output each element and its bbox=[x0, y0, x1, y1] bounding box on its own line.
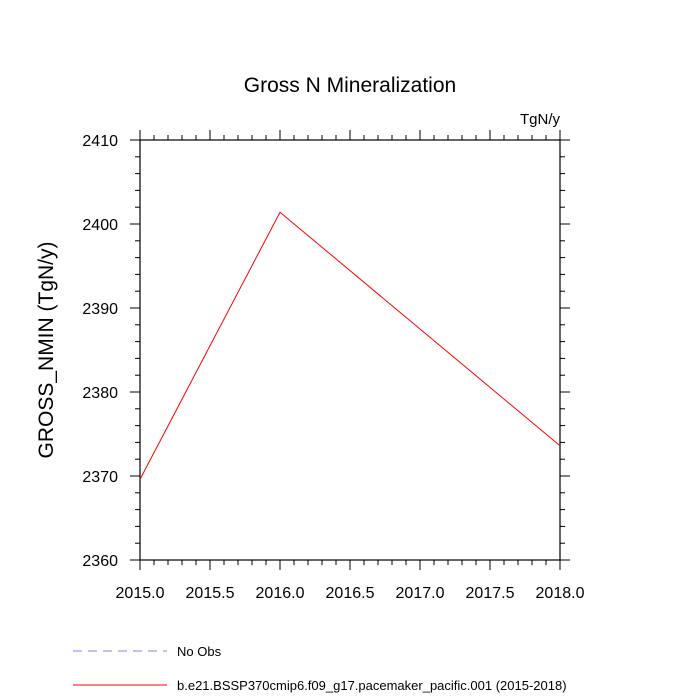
x-tick-label: 2015.0 bbox=[116, 585, 165, 602]
y-tick-label: 2400 bbox=[82, 217, 118, 234]
x-tick-label: 2016.0 bbox=[256, 585, 305, 602]
plot-frame bbox=[139, 139, 561, 561]
x-tick-label: 2017.0 bbox=[396, 585, 445, 602]
x-tick-label: 2016.5 bbox=[326, 585, 375, 602]
y-tick-label: 2370 bbox=[82, 469, 118, 486]
x-tick-label: 2017.5 bbox=[466, 585, 515, 602]
y-tick-label: 2410 bbox=[82, 133, 118, 150]
y-tick-label: 2390 bbox=[82, 301, 118, 318]
legend: No Obs b.e21.BSSP370cmip6.f09_g17.pacemak… bbox=[73, 644, 567, 693]
chart-title: Gross N Mineralization bbox=[244, 74, 456, 97]
y-axis-label: GROSS_NMIN (TgN/y) bbox=[35, 241, 58, 458]
legend-label: b.e21.BSSP370cmip6.f09_g17.pacemaker_pac… bbox=[177, 678, 567, 693]
series-group bbox=[139, 211, 561, 480]
axes: 2015.0 2015.5 2016.0 2016.5 2017.0 2017.5 2018… bbox=[82, 130, 585, 602]
x-tick-label: 2015.5 bbox=[186, 585, 235, 602]
legend-label: No Obs bbox=[177, 644, 222, 659]
units-label: TgN/y bbox=[520, 111, 561, 128]
series-line bbox=[139, 211, 561, 480]
x-tick-label: 2018.0 bbox=[536, 585, 585, 602]
y-tick-label: 2380 bbox=[82, 385, 118, 402]
y-tick-label: 2360 bbox=[82, 553, 118, 570]
